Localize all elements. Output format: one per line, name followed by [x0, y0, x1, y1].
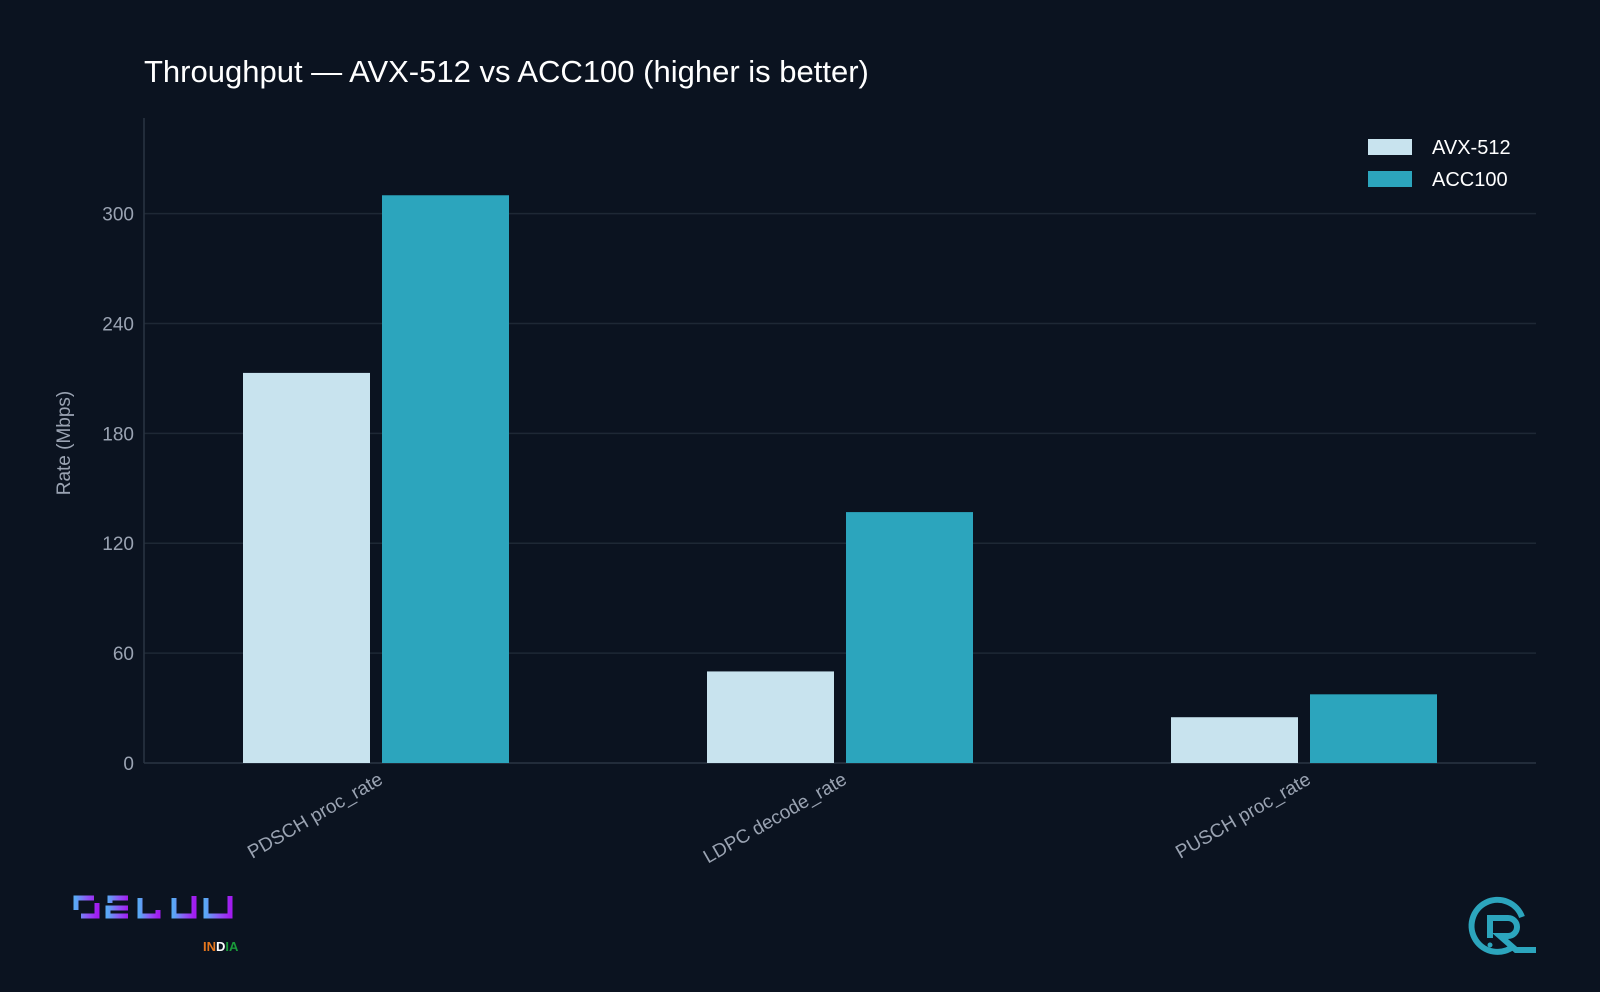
- bar-avx-512-0: [243, 372, 370, 763]
- x-tick-label: LDPC decode_rate: [700, 769, 850, 868]
- legend-swatch-1: [1368, 171, 1412, 187]
- y-tick-label: 180: [102, 424, 134, 445]
- x-tick-label: PDSCH proc_rate: [244, 769, 386, 863]
- y-tick-label: 300: [102, 205, 134, 226]
- x-axis-ticks: PDSCH proc_rate LDPC decode_rate PUSCH pro…: [244, 769, 1314, 868]
- bar-avx-512-1: [707, 671, 834, 763]
- y-tick-label: 0: [123, 754, 134, 775]
- y-tick-label: 120: [102, 534, 134, 555]
- legend-label-0: AVX-512: [1432, 137, 1511, 159]
- y-tick-label: 60: [113, 644, 134, 665]
- bar-avx-512-2: [1171, 717, 1298, 763]
- grid: [144, 212, 1536, 654]
- bar-acc100-2: [1310, 694, 1437, 763]
- bar-acc100-0: [382, 195, 509, 763]
- y-axis-label: Rate (Mbps): [54, 391, 75, 496]
- ocudu-logo: INDIA: [73, 895, 239, 954]
- x-tick-label: PUSCH proc_rate: [1172, 769, 1314, 863]
- y-axis-ticks: 0 60 120 180 240 300: [102, 205, 134, 775]
- bar-acc100-1: [846, 512, 973, 763]
- legend: AVX-512 ACC100: [1368, 137, 1511, 191]
- y-tick-label: 240: [102, 314, 134, 335]
- legend-label-1: ACC100: [1432, 169, 1508, 191]
- r-logo: [1468, 896, 1536, 955]
- chart-title: Throughput — AVX-512 vs ACC100 (higher i…: [144, 54, 869, 89]
- bars: [243, 195, 1437, 763]
- logo-india-text: INDIA: [203, 939, 239, 954]
- legend-swatch-0: [1368, 139, 1412, 155]
